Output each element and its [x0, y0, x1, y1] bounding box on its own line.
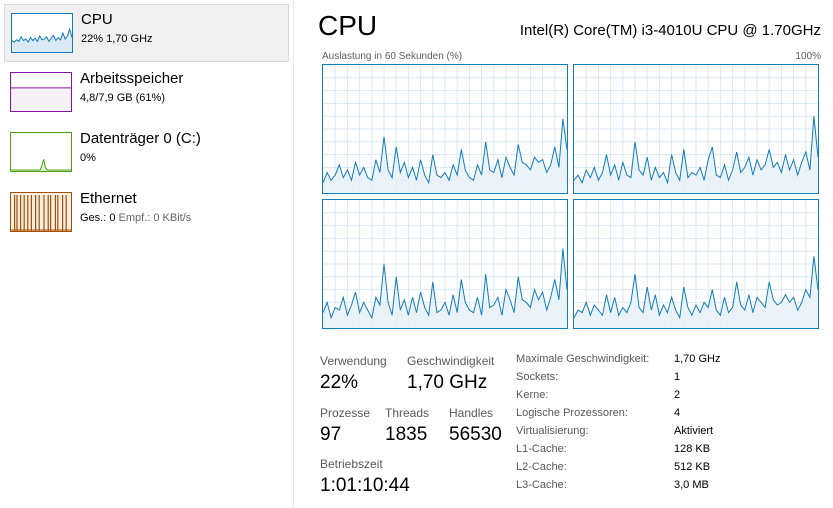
stat-label: Prozesse	[320, 406, 371, 420]
graph-label: Auslastung in 60 Sekunden (%)	[322, 51, 463, 62]
sidebar-item-title: Datenträger 0 (C:)	[80, 130, 201, 147]
detail-value: 4	[674, 407, 681, 419]
stat-processes: Prozesse 97	[320, 406, 370, 446]
detail-row: Kerne: 2	[516, 389, 816, 407]
memory-thumb-fill	[11, 87, 71, 111]
core-graph-3	[322, 199, 568, 329]
core-graph-1	[322, 64, 568, 194]
cpu-thumb-line	[12, 27, 72, 44]
ethernet-thumbnail-graph	[10, 192, 72, 232]
cpu-core-graphs	[322, 64, 820, 330]
sidebar-item-subtitle: Ges.: 0 Empf.: 0 KBit/s	[80, 212, 191, 224]
detail-value: 3,0 MB	[674, 479, 709, 491]
core-graph-4	[573, 199, 819, 329]
main-panel: CPU Intel(R) Core(TM) i3-4010U CPU @ 1.7…	[294, 0, 833, 508]
detail-key: Kerne:	[516, 389, 549, 401]
sidebar-item-title: Arbeitsspeicher	[80, 70, 184, 87]
stat-value: 56530	[449, 424, 502, 445]
usage-line	[574, 256, 818, 320]
stat-label: Threads	[385, 406, 430, 420]
disk-thumbnail-graph	[10, 132, 72, 172]
disk-thumb-area	[11, 159, 71, 171]
detail-key: Virtualisierung:	[516, 425, 589, 437]
page-title: CPU	[318, 10, 378, 41]
sidebar-item-subtitle: 0%	[80, 152, 96, 164]
detail-value: 2	[674, 389, 681, 401]
core-graph-2	[573, 64, 819, 194]
memory-thumbnail-graph	[10, 72, 72, 112]
stat-label: Handles	[449, 406, 494, 420]
ethernet-received: Empf.: 0 KBit/s	[115, 212, 192, 224]
stat-threads: Threads 1835	[385, 406, 429, 446]
detail-row: Maximale Geschwindigkeit: 1,70 GHz	[516, 353, 816, 371]
sidebar-item-subtitle: 4,8/7,9 GB (61%)	[80, 92, 165, 104]
detail-row: L1-Cache: 128 KB	[516, 443, 816, 461]
detail-key: L2-Cache:	[516, 461, 567, 473]
stat-speed: Geschwindigkeit 1,70 GHz	[407, 354, 494, 394]
stat-utilization: Verwendung 22%	[320, 354, 387, 394]
detail-row: Logische Prozessoren: 4	[516, 407, 816, 425]
detail-value: 1	[674, 371, 681, 383]
sidebar-item-title: Ethernet	[80, 190, 137, 207]
stat-uptime: Betriebszeit 1:01:10:44	[320, 457, 410, 497]
sidebar-item-memory[interactable]: Arbeitsspeicher 4,8/7,9 GB (61%)	[4, 64, 289, 122]
graph-max-label: 100%	[795, 51, 821, 62]
detail-value: 1,70 GHz	[674, 353, 721, 365]
detail-value: Aktiviert	[674, 425, 714, 437]
stat-value: 22%	[320, 372, 359, 393]
cpu-model-name: Intel(R) Core(TM) i3-4010U CPU @ 1.70GHz	[519, 22, 821, 39]
detail-row: Virtualisierung: Aktiviert	[516, 425, 816, 443]
stat-handles: Handles 56530	[449, 406, 502, 446]
stat-label: Geschwindigkeit	[407, 354, 495, 368]
sidebar-item-title: CPU	[81, 11, 113, 28]
sidebar-item-subtitle: 22% 1,70 GHz	[81, 33, 153, 45]
detail-value: 512 KB	[674, 461, 711, 473]
usage-area	[574, 116, 818, 193]
sidebar-item-disk[interactable]: Datenträger 0 (C:) 0%	[4, 124, 289, 182]
stat-label: Verwendung	[320, 354, 387, 368]
stat-label: Betriebszeit	[320, 457, 383, 471]
detail-row: L2-Cache: 512 KB	[516, 461, 816, 479]
usage-line	[574, 116, 818, 185]
ethernet-sent: Ges.: 0	[80, 212, 116, 224]
cpu-thumbnail-graph	[11, 13, 73, 53]
usage-line	[323, 248, 567, 320]
detail-row: L3-Cache: 3,0 MB	[516, 479, 816, 497]
cpu-details-list: Maximale Geschwindigkeit: 1,70 GHz Socket…	[516, 353, 816, 497]
stat-value: 1835	[385, 424, 428, 445]
detail-value: 128 KB	[674, 443, 711, 455]
usage-line	[323, 118, 567, 185]
disk-thumb-line	[11, 159, 71, 171]
sidebar: CPU 22% 1,70 GHz Arbeitsspeicher 4,8/7,9…	[0, 0, 294, 508]
detail-key: L1-Cache:	[516, 443, 567, 455]
stat-value: 1:01:10:44	[320, 475, 410, 496]
detail-key: Maximale Geschwindigkeit:	[516, 353, 650, 365]
sidebar-item-cpu[interactable]: CPU 22% 1,70 GHz	[4, 4, 289, 62]
cpu-thumb-area	[12, 29, 72, 52]
detail-row: Sockets: 1	[516, 371, 816, 389]
stat-value: 1,70 GHz	[407, 372, 488, 393]
sidebar-item-ethernet[interactable]: Ethernet Ges.: 0 Empf.: 0 KBit/s	[4, 184, 289, 242]
stat-value: 97	[320, 424, 342, 445]
detail-key: L3-Cache:	[516, 479, 567, 491]
detail-key: Sockets:	[516, 371, 559, 383]
detail-key: Logische Prozessoren:	[516, 407, 628, 419]
